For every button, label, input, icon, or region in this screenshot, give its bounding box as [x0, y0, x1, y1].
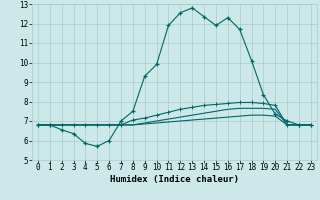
X-axis label: Humidex (Indice chaleur): Humidex (Indice chaleur): [110, 175, 239, 184]
